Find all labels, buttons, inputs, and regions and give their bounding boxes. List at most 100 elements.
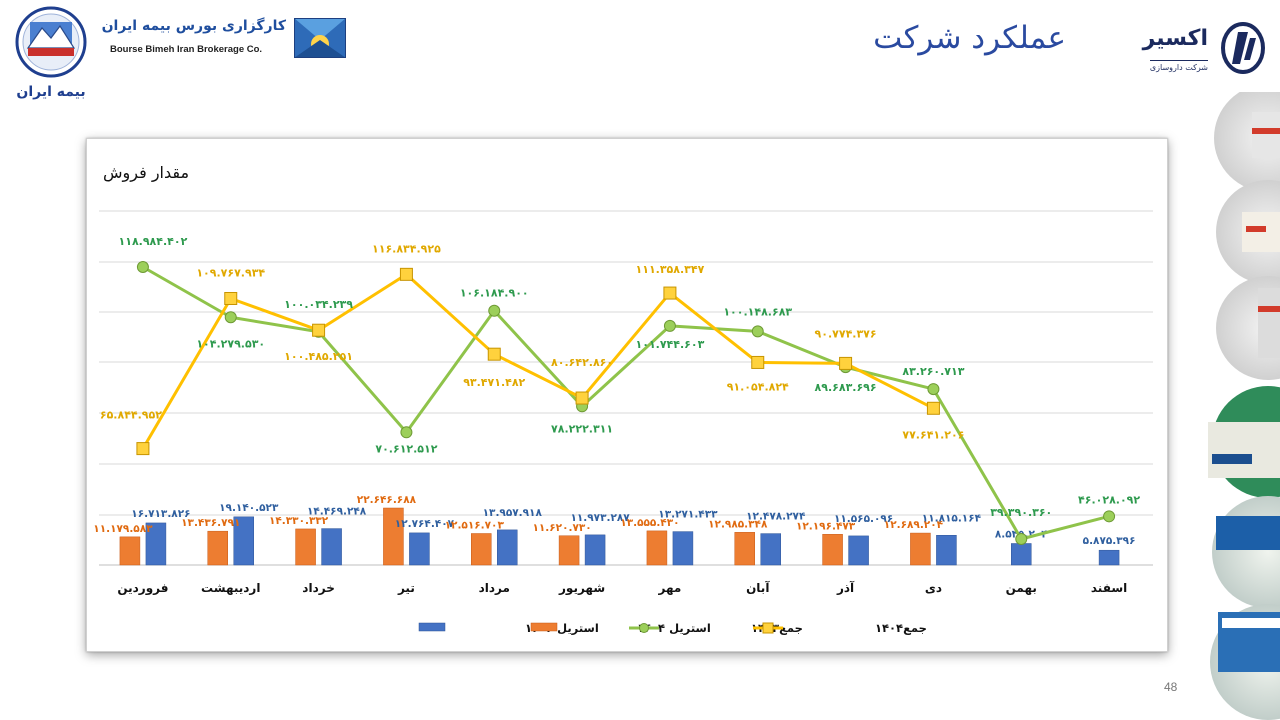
bar-label-1403: ۱۶.۷۱۳.۸۲۶ [131, 508, 190, 520]
line-label-1403: ۱۰۴.۲۷۹.۵۳۰ [196, 337, 265, 350]
x-tick-label: تیر [397, 581, 415, 595]
bar-sterile-1403 [848, 535, 869, 566]
line-label-1404: ۱۰۰.۴۸۵.۲۵۱ [284, 350, 353, 363]
line-label-1403: ۱۰۱.۷۴۴.۶۰۳ [636, 338, 705, 351]
x-tick-label: دی [925, 581, 942, 595]
insurer-name: بیمه ایران [16, 84, 85, 100]
line-label-1404: ۹۰.۷۷۴.۳۷۶ [815, 327, 877, 340]
line-label-1403: ۸۳.۲۶۰.۷۱۳ [902, 365, 964, 378]
x-tick-label: شهریور [558, 581, 605, 596]
bar-sterile-1404 [383, 507, 404, 566]
legend-marker [762, 622, 774, 634]
marker-total-1403 [927, 383, 940, 396]
bar-sterile-1404 [295, 528, 316, 566]
bar-sterile-1404 [646, 530, 668, 566]
legend-swatch [418, 622, 446, 632]
x-tick-label: اردیبهشت [201, 581, 260, 595]
marker-total-1404 [224, 291, 238, 305]
x-tick-label: بهمن [1006, 581, 1037, 595]
marker-total-1403 [488, 304, 501, 317]
bar-label-1403: ۵.۸۷۵.۳۹۶ [1083, 535, 1136, 547]
broker-name-fa: کارگزاری بورس بیمه ایران [101, 18, 286, 34]
marker-total-1403 [663, 319, 676, 332]
x-tick-label: فروردین [117, 581, 168, 596]
company-logo: اکسیر شرکت داروسازی [1112, 26, 1210, 78]
line-label-1404: ۱۱۶.۸۳۴.۹۲۵ [372, 242, 441, 255]
bar-sterile-1404 [471, 533, 492, 566]
bar-label-1403: ۱۳.۲۷۱.۴۳۳ [658, 509, 718, 521]
broker-emblem-icon [294, 18, 346, 58]
bar-label-1403: ۱۳.۹۵۷.۹۱۸ [483, 507, 543, 519]
bar-sterile-1403 [233, 516, 254, 566]
bar-sterile-1404 [734, 532, 755, 566]
line-label-1404: ۸۰.۶۴۲.۸۶۰ [551, 356, 613, 369]
bar-label-1404: ۱۲.۱۹۶.۴۷۳ [796, 520, 856, 532]
product-photos [1208, 92, 1280, 720]
marker-total-1403 [224, 311, 237, 324]
line-label-1403: ۳۹.۳۹۰.۳۶۰ [990, 506, 1052, 519]
bar-sterile-1403 [584, 534, 606, 566]
company-emblem-icon [1221, 22, 1265, 74]
chart-card: مقدار فروش ۱۱.۱۷۹.۵۸۳ ۱۶.۷۱۳.۸۲۶ ۱۳.۴۳۶.۷۹… [86, 138, 1168, 652]
insurer-logo: بیمه ایران [8, 4, 94, 100]
marker-total-1404 [399, 267, 413, 281]
bar-sterile-1403 [321, 528, 342, 566]
marker-total-1404 [839, 356, 853, 370]
bar-label-1404: ۱۴.۳۳۰.۳۳۲ [269, 515, 329, 527]
marker-total-1403 [1103, 510, 1116, 523]
bar-sterile-1403 [672, 531, 694, 566]
x-tick-label: مرداد [479, 581, 510, 595]
marker-total-1404 [751, 355, 765, 369]
line-label-1403: ۸۹.۶۸۳.۶۹۶ [815, 381, 877, 394]
company-subtitle: شرکت داروسازی [1149, 60, 1208, 72]
line-label-1404: ۹۳.۴۷۱.۴۸۲ [463, 376, 525, 389]
bar-label-1403: ۱۱.۵۶۵.۰۹۶ [834, 513, 893, 525]
broker-logo: کارگزاری بورس بیمه ایران Bourse Bimeh Ir… [102, 16, 348, 60]
x-tick-label: مهر [658, 581, 682, 595]
line-total-1403 [142, 265, 1110, 541]
bar-sterile-1403 [409, 532, 430, 566]
line-label-1403: ۱۱۸.۹۸۴.۴۰۲ [119, 235, 188, 248]
x-tick-label: آبان [746, 580, 770, 595]
page-number: 48 [1164, 680, 1178, 694]
bar-label-1404: ۱۳.۵۵۵.۴۳۰ [620, 517, 679, 529]
legend-marker [639, 623, 649, 633]
line-label-1403: ۱۰۰.۰۳۴.۲۳۹ [284, 298, 353, 311]
bar-label-1404: ۱۲.۵۱۶.۷۰۳ [445, 519, 505, 531]
line-label-1403: ۴۶.۰۲۸.۰۹۲ [1078, 493, 1140, 506]
line-label-1404: ۱۱۱.۳۵۸.۳۴۷ [636, 263, 705, 276]
line-label-1404: ۹۱.۰۵۴.۸۲۴ [727, 380, 789, 393]
bar-label-1404: ۱۳.۴۳۶.۷۹۱ [181, 517, 240, 529]
legend-label: جمع۱۴۰۴ [875, 621, 927, 635]
marker-total-1404 [136, 442, 150, 456]
bar-sterile-1403 [1098, 549, 1120, 566]
chart-title: مقدار فروش [103, 163, 190, 182]
bar-sterile-1403 [760, 533, 781, 566]
marker-total-1404 [926, 401, 940, 415]
line-label-1404: ۶۵.۸۴۴.۹۵۲ [100, 409, 162, 422]
ampoule-photo [1212, 496, 1280, 608]
line-label-1403: ۷۸.۲۲۲.۳۱۱ [551, 422, 613, 435]
bar-label-1403: ۱۲.۴۷۸.۲۷۴ [746, 511, 806, 523]
marker-total-1403 [400, 426, 413, 439]
marker-total-1404 [312, 323, 326, 337]
marker-total-1404 [487, 347, 501, 361]
bar-sterile-1404 [822, 534, 843, 566]
x-tick-label: اسفند [1091, 581, 1127, 595]
bar-label-1404: ۱۲.۶۸۹.۲۰۴ [884, 519, 944, 531]
bar-sterile-1404 [207, 530, 228, 566]
bar-sterile-1403 [936, 535, 957, 566]
bar-sterile-1404 [910, 532, 931, 566]
bar-label-1403: ۱۱.۸۱۵.۱۶۴ [922, 512, 982, 524]
bar-label-1404: ۲۲.۶۴۶.۶۸۸ [357, 494, 417, 506]
broker-name-en: Bourse Bimeh Iran Brokerage Co. [110, 44, 263, 55]
bar-label-1403: ۱۴.۴۶۹.۲۴۸ [307, 506, 367, 518]
company-name: اکسیر [1142, 26, 1208, 51]
bar-label-1404: ۱۲.۹۸۵.۳۴۸ [708, 518, 768, 530]
bar-sterile-1403 [497, 529, 518, 566]
line-label-1403: ۱۰۶.۱۸۴.۹۰۰ [460, 287, 529, 300]
bar-label-1403: ۱۲.۷۶۴.۴۰۷ [395, 518, 455, 530]
bar-sterile-1404 [119, 536, 141, 566]
bar-label-1404: ۱۱.۱۷۹.۵۸۳ [93, 523, 153, 535]
